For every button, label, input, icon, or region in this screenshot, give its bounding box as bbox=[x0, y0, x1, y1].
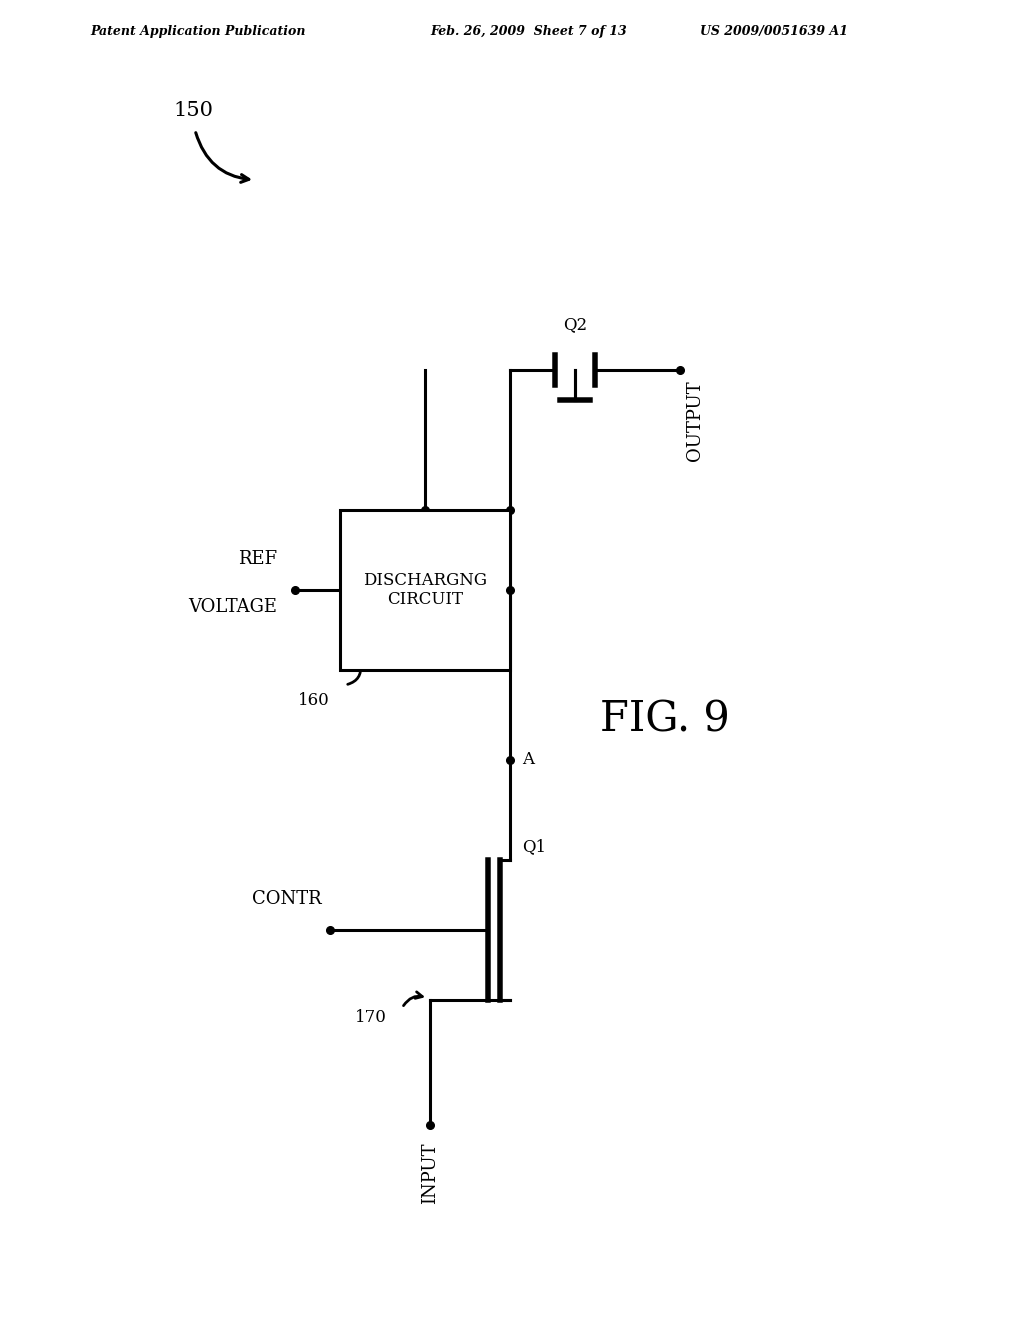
Text: Patent Application Publication: Patent Application Publication bbox=[90, 25, 305, 38]
Text: OUTPUT: OUTPUT bbox=[686, 380, 705, 461]
Text: Q1: Q1 bbox=[522, 838, 546, 855]
Text: VOLTAGE: VOLTAGE bbox=[188, 598, 278, 616]
Bar bbox=[340, 510, 510, 671]
Text: REF: REF bbox=[238, 550, 278, 568]
Text: 150: 150 bbox=[173, 100, 213, 120]
Text: DISCHARGNG
CIRCUIT: DISCHARGNG CIRCUIT bbox=[362, 572, 487, 609]
Text: US 2009/0051639 A1: US 2009/0051639 A1 bbox=[700, 25, 848, 38]
FancyArrowPatch shape bbox=[403, 991, 422, 1006]
Text: Feb. 26, 2009  Sheet 7 of 13: Feb. 26, 2009 Sheet 7 of 13 bbox=[430, 25, 627, 38]
Text: Q2: Q2 bbox=[563, 317, 587, 334]
FancyArrowPatch shape bbox=[196, 133, 249, 182]
Text: 160: 160 bbox=[298, 692, 330, 709]
FancyArrowPatch shape bbox=[348, 665, 360, 684]
Text: CONTR: CONTR bbox=[252, 890, 322, 908]
Text: A: A bbox=[522, 751, 534, 768]
Text: INPUT: INPUT bbox=[421, 1142, 439, 1204]
Text: 170: 170 bbox=[355, 1010, 387, 1027]
Text: FIG. 9: FIG. 9 bbox=[600, 700, 730, 741]
